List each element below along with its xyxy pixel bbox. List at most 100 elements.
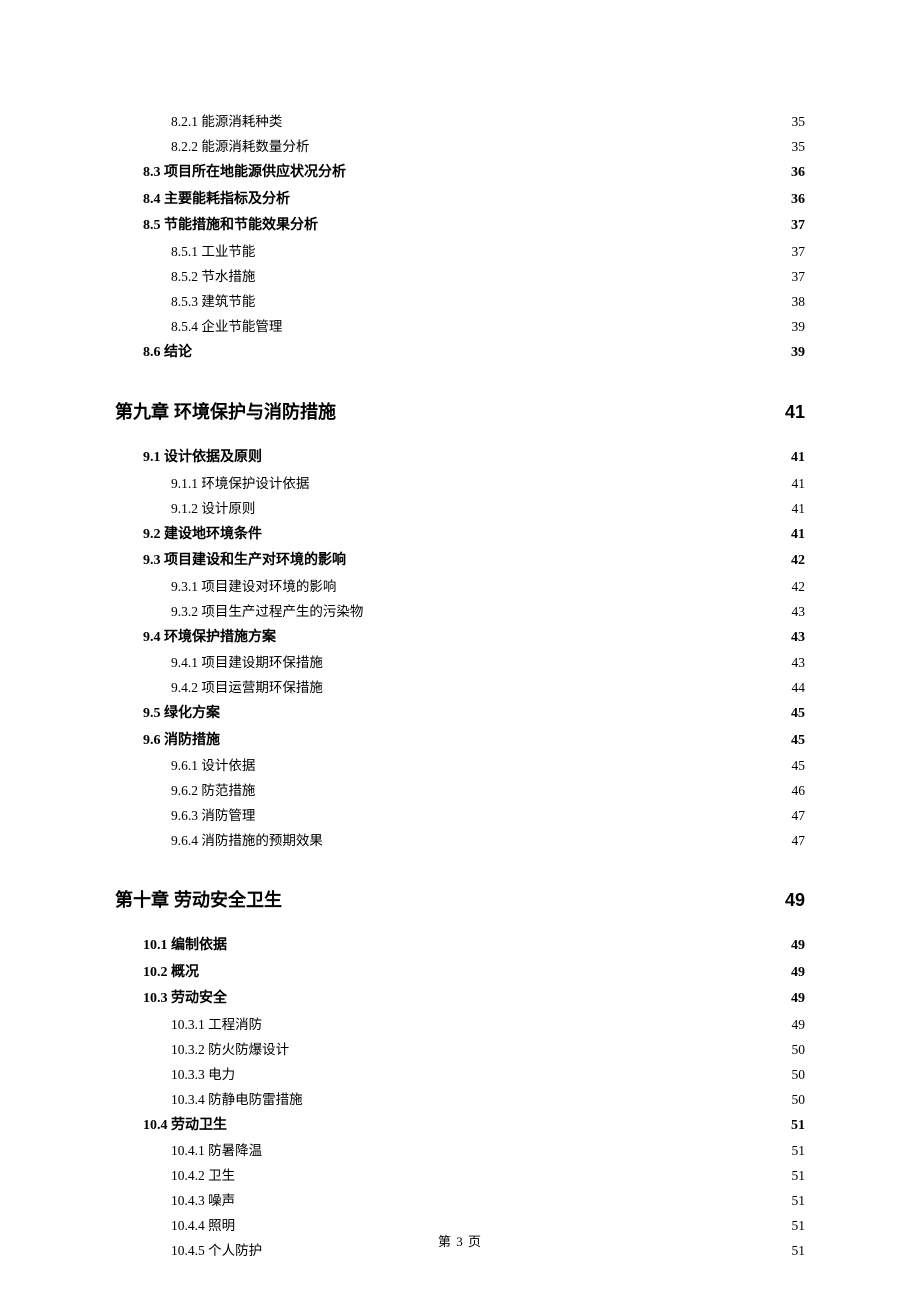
toc-entry-page: 51 bbox=[792, 1139, 806, 1164]
toc-entry: 8.2.2 能源消耗数量分析35 bbox=[171, 135, 805, 160]
toc-entry: 8.5 节能措施和节能效果分析 37 bbox=[143, 213, 805, 240]
toc-entry-label: 8.6 结论 bbox=[143, 340, 192, 367]
toc-entry: 9.1.1 环境保护设计依据41 bbox=[171, 472, 805, 497]
toc-entry-page: 49 bbox=[791, 960, 805, 987]
toc-entry-page: 42 bbox=[791, 548, 805, 575]
toc-entry: 9.6.4 消防措施的预期效果 47 bbox=[171, 829, 805, 854]
toc-entry-page: 49 bbox=[791, 933, 805, 960]
toc-entry-page: 39 bbox=[792, 315, 806, 340]
toc-entry-page: 35 bbox=[792, 110, 806, 135]
toc-entry-label: 第九章 环境保护与消防措施 bbox=[115, 398, 336, 427]
toc-entry: 8.5.3 建筑节能38 bbox=[171, 290, 805, 315]
toc-entry: 9.4.1 项目建设期环保措施 43 bbox=[171, 651, 805, 676]
toc-entry-page: 49 bbox=[785, 886, 805, 915]
toc-entry-page: 37 bbox=[792, 240, 806, 265]
toc-entry: 9.6 消防措施 45 bbox=[143, 728, 805, 755]
toc-entry: 8.5.4 企业节能管理 39 bbox=[171, 315, 805, 340]
toc-entry: 9.3 项目建设和生产对环境的影响 42 bbox=[143, 548, 805, 575]
toc-entry: 第十章 劳动安全卫生 49 bbox=[115, 886, 805, 915]
toc-entry-page: 51 bbox=[792, 1189, 806, 1214]
toc-entry-label: 9.6.2 防范措施 bbox=[171, 779, 255, 804]
toc-entry: 10.4.1 防暑降温51 bbox=[171, 1139, 805, 1164]
toc-entry: 10.3 劳动安全 49 bbox=[143, 986, 805, 1013]
toc-entry-page: 43 bbox=[791, 625, 805, 652]
toc-entry-page: 39 bbox=[791, 340, 805, 367]
toc-entry-page: 50 bbox=[792, 1063, 806, 1088]
toc-entry: 10.3.3 电力 50 bbox=[171, 1063, 805, 1088]
toc-entry-label: 第十章 劳动安全卫生 bbox=[115, 886, 282, 915]
toc-entry-page: 37 bbox=[792, 265, 806, 290]
toc-entry: 10.4 劳动卫生51 bbox=[143, 1113, 805, 1140]
toc-entry: 9.2 建设地环境条件 41 bbox=[143, 522, 805, 549]
toc-entry-label: 9.6.3 消防管理 bbox=[171, 804, 255, 829]
toc-entry-page: 47 bbox=[792, 804, 806, 829]
toc-entry-page: 45 bbox=[791, 701, 805, 728]
toc-entry-label: 10.3.3 电力 bbox=[171, 1063, 235, 1088]
toc-entry: 9.6.2 防范措施 46 bbox=[171, 779, 805, 804]
toc-entry-label: 10.4 劳动卫生 bbox=[143, 1113, 227, 1140]
toc-entry-label: 9.4.2 项目运营期环保措施 bbox=[171, 676, 323, 701]
toc-entry: 10.4.2 卫生 51 bbox=[171, 1164, 805, 1189]
toc-entry-page: 43 bbox=[792, 600, 806, 625]
toc-entry-page: 41 bbox=[791, 522, 805, 549]
toc-entry-label: 8.5.4 企业节能管理 bbox=[171, 315, 282, 340]
toc-entry-label: 9.3 项目建设和生产对环境的影响 bbox=[143, 548, 346, 575]
toc-entry: 8.2.1 能源消耗种类35 bbox=[171, 110, 805, 135]
toc-entry-page: 45 bbox=[791, 728, 805, 755]
toc-entry-label: 9.6 消防措施 bbox=[143, 728, 220, 755]
toc-entry-page: 35 bbox=[792, 135, 806, 160]
toc-entry-label: 9.4.1 项目建设期环保措施 bbox=[171, 651, 323, 676]
toc-entry: 8.3 项目所在地能源供应状况分析 36 bbox=[143, 160, 805, 187]
toc-entry: 8.5.1 工业节能37 bbox=[171, 240, 805, 265]
toc-entry-label: 9.5 绿化方案 bbox=[143, 701, 220, 728]
toc-entry: 10.1 编制依据 49 bbox=[143, 933, 805, 960]
toc-entry-label: 9.1 设计依据及原则 bbox=[143, 445, 262, 472]
toc-entry: 8.6 结论 39 bbox=[143, 340, 805, 367]
toc-entry-page: 42 bbox=[792, 575, 806, 600]
toc-entry-page: 36 bbox=[791, 187, 805, 214]
toc-entry-page: 37 bbox=[791, 213, 805, 240]
toc-entry: 9.3.2 项目生产过程产生的污染物 43 bbox=[171, 600, 805, 625]
toc-entry-label: 10.2 概况 bbox=[143, 960, 199, 987]
toc-entry-label: 10.4.2 卫生 bbox=[171, 1164, 235, 1189]
toc-entry: 9.3.1 项目建设对环境的影响 42 bbox=[171, 575, 805, 600]
toc-entry: 10.3.4 防静电防雷措施50 bbox=[171, 1088, 805, 1113]
toc-entry-page: 41 bbox=[791, 445, 805, 472]
toc-entry-label: 8.5.3 建筑节能 bbox=[171, 290, 255, 315]
toc-entry: 9.6.3 消防管理 47 bbox=[171, 804, 805, 829]
toc-entry: 10.4.3 噪声51 bbox=[171, 1189, 805, 1214]
table-of-contents: 8.2.1 能源消耗种类358.2.2 能源消耗数量分析358.3 项目所在地能… bbox=[115, 110, 805, 1264]
toc-entry-page: 49 bbox=[791, 986, 805, 1013]
toc-entry: 9.4 环境保护措施方案43 bbox=[143, 625, 805, 652]
toc-entry-label: 9.2 建设地环境条件 bbox=[143, 522, 262, 549]
toc-entry-label: 9.3.1 项目建设对环境的影响 bbox=[171, 575, 336, 600]
toc-entry-label: 10.1 编制依据 bbox=[143, 933, 227, 960]
toc-entry-label: 10.3 劳动安全 bbox=[143, 986, 227, 1013]
toc-entry-label: 8.5 节能措施和节能效果分析 bbox=[143, 213, 318, 240]
toc-entry-page: 43 bbox=[792, 651, 806, 676]
page-footer: 第 3 页 bbox=[0, 1231, 920, 1250]
toc-entry-label: 8.5.2 节水措施 bbox=[171, 265, 255, 290]
toc-entry-label: 10.3.2 防火防爆设计 bbox=[171, 1038, 289, 1063]
toc-entry: 10.2 概况 49 bbox=[143, 960, 805, 987]
toc-entry-label: 8.4 主要能耗指标及分析 bbox=[143, 187, 290, 214]
toc-entry-page: 46 bbox=[792, 779, 806, 804]
toc-entry-label: 9.3.2 项目生产过程产生的污染物 bbox=[171, 600, 363, 625]
toc-entry-page: 50 bbox=[792, 1038, 806, 1063]
toc-entry-page: 41 bbox=[792, 472, 806, 497]
toc-entry-page: 41 bbox=[785, 398, 805, 427]
toc-entry: 8.4 主要能耗指标及分析 36 bbox=[143, 187, 805, 214]
toc-entry-page: 36 bbox=[791, 160, 805, 187]
toc-entry: 10.3.2 防火防爆设计 50 bbox=[171, 1038, 805, 1063]
toc-entry-page: 41 bbox=[792, 497, 806, 522]
toc-entry-label: 9.6.4 消防措施的预期效果 bbox=[171, 829, 323, 854]
toc-entry: 9.5 绿化方案 45 bbox=[143, 701, 805, 728]
toc-entry: 9.1.2 设计原则41 bbox=[171, 497, 805, 522]
toc-entry-page: 51 bbox=[792, 1164, 806, 1189]
toc-entry-page: 45 bbox=[792, 754, 806, 779]
toc-entry: 9.1 设计依据及原则 41 bbox=[143, 445, 805, 472]
toc-entry-page: 44 bbox=[792, 676, 806, 701]
toc-entry-page: 47 bbox=[792, 829, 806, 854]
toc-entry-label: 8.3 项目所在地能源供应状况分析 bbox=[143, 160, 346, 187]
toc-entry: 8.5.2 节水措施 37 bbox=[171, 265, 805, 290]
